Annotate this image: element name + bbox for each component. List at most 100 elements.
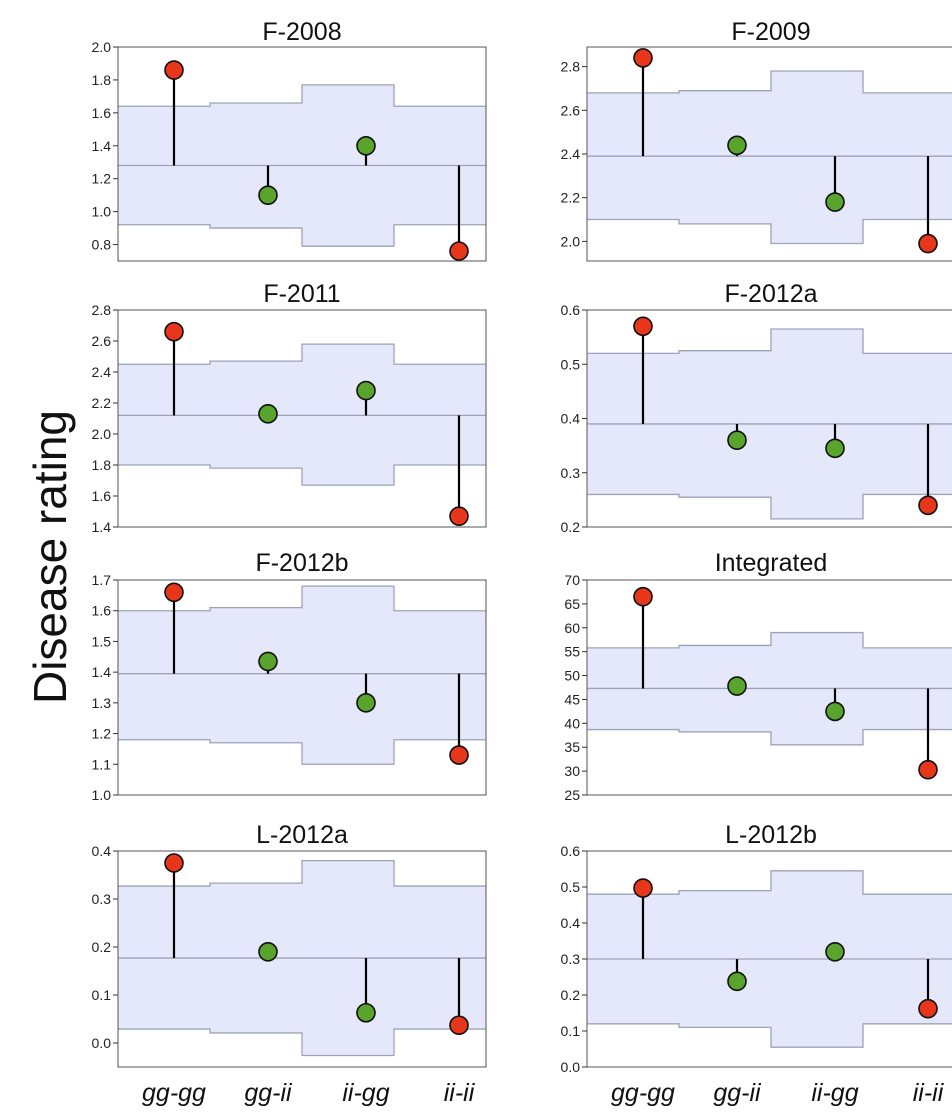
- y-axis-label: Disease rating: [24, 410, 76, 704]
- y-tick-label: 0.8: [92, 237, 112, 253]
- panel-l-2012a: 0.0 0.1 0.2 0.3 0.4 L-2012a: [92, 821, 487, 1068]
- marker-ii-gg: [825, 941, 845, 962]
- plot-frame: [117, 46, 487, 262]
- panel-f-2011: 1.4 1.6 1.8 2.0 2.2 2.4 2.6 2.8 F-2011: [92, 280, 487, 535]
- y-tick-label: 55: [564, 644, 580, 660]
- marker-gg-gg: [164, 60, 184, 80]
- plot-frame: [117, 579, 487, 796]
- y-tick-label: 1.0: [92, 787, 112, 803]
- panel-integrated: 25 30 35 40 45 50 55 60 65 70 Integrated: [564, 549, 952, 803]
- y-tick-label: 0.5: [561, 879, 581, 895]
- band-lower-line: [587, 1023, 952, 1048]
- marker-gg-gg: [164, 582, 184, 603]
- plot-frame: [586, 579, 952, 796]
- y-tick-label: 2.0: [92, 426, 112, 442]
- band-group: [118, 343, 486, 486]
- marker-ii-ii: [918, 233, 938, 254]
- band-group: [587, 631, 952, 746]
- y-tick-label: 0.6: [561, 302, 581, 318]
- y-tick-label: 1.7: [92, 572, 112, 588]
- y-tick-label: 2.2: [92, 395, 112, 411]
- band-group: [118, 84, 486, 247]
- y-tick-label: 0.4: [561, 915, 581, 931]
- y-tick-label: 0.0: [561, 1059, 581, 1075]
- panel-f-2008: 0.8 1.0 1.2 1.4 1.6 1.8 2.0 F-2008: [92, 18, 487, 262]
- y-tick-label: 35: [564, 739, 580, 755]
- band-upper-line: [118, 84, 486, 107]
- y-tick-label: 0.6: [561, 843, 581, 859]
- marker-gg-ii: [258, 941, 278, 962]
- y-tick-label: 2.0: [92, 39, 112, 55]
- band-group: [118, 859, 486, 1057]
- marker-gg-gg: [164, 321, 184, 342]
- y-tick-label: 1.4: [92, 664, 112, 680]
- marker-gg-gg: [633, 316, 653, 337]
- marker-ii-ii: [449, 506, 469, 526]
- panel-title: Integrated: [715, 549, 828, 577]
- band-upper-line: [118, 859, 486, 887]
- marker-ii-gg: [356, 693, 376, 713]
- y-tick-label: 1.6: [92, 105, 112, 121]
- panel-f-2012b: 1.0 1.1 1.2 1.3 1.4 1.5 1.6 1.7 F-2012b: [92, 549, 487, 803]
- y-tick-label: 40: [564, 715, 580, 731]
- y-tick-label: 1.6: [92, 488, 112, 504]
- marker-ii-ii: [449, 1015, 469, 1036]
- marker-gg-ii: [727, 430, 747, 451]
- band-group: [587, 70, 952, 245]
- y-tick-label: 2.6: [92, 333, 112, 349]
- marker-ii-gg: [356, 380, 376, 401]
- y-tick-label: 2.4: [92, 364, 112, 380]
- y-tick-label: 1.2: [92, 726, 112, 742]
- panel-f-2009: 2.0 2.2 2.4 2.6 2.8 F-2009: [561, 18, 952, 262]
- y-tick-label: 1.0: [92, 204, 112, 220]
- band-lower-line: [587, 218, 952, 245]
- y-tick-label: 1.4: [92, 138, 112, 154]
- y-tick-label: 30: [564, 763, 580, 779]
- y-tick-label: 2.8: [92, 302, 112, 318]
- band-group: [587, 870, 952, 1048]
- band-group: [587, 328, 952, 520]
- panel-title: L-2012b: [725, 821, 817, 849]
- y-tick-label: 1.5: [92, 633, 112, 649]
- marker-gg-gg: [164, 853, 184, 873]
- y-tick-label: 0.2: [561, 519, 581, 535]
- y-tick-label: 0.4: [92, 843, 112, 859]
- y-tick-label: 0.1: [561, 1023, 581, 1039]
- y-tick-label: 0.3: [561, 465, 581, 481]
- band-lower-line: [118, 1028, 486, 1057]
- x-category-label: ii-ii: [444, 1079, 476, 1107]
- panel-f-2012a: 0.2 0.3 0.4 0.5 0.6 F-2012a: [561, 280, 952, 535]
- band-lower-line: [118, 464, 486, 486]
- y-tick-label: 0.3: [92, 891, 112, 907]
- y-tick-label: 50: [564, 668, 580, 684]
- marker-ii-gg: [825, 438, 845, 459]
- y-tick-label: 0.5: [561, 356, 581, 372]
- y-tick-label: 1.8: [92, 72, 112, 88]
- marker-gg-ii: [727, 135, 747, 156]
- marker-ii-ii: [918, 759, 938, 780]
- marker-gg-ii: [258, 651, 278, 672]
- chart-panels: 0.8 1.0 1.2 1.4 1.6 1.8 2.0 F-2008 2.0 2.2 2.4 2.6 2…: [92, 18, 952, 1075]
- band-group: [118, 585, 486, 765]
- band-upper-line: [118, 585, 486, 612]
- marker-gg-ii: [258, 404, 278, 424]
- panel-title: F-2009: [731, 18, 810, 46]
- y-tick-label: 0.3: [561, 951, 581, 967]
- band-upper-line: [587, 870, 952, 895]
- x-category-label: gg-ii: [713, 1079, 762, 1107]
- y-tick-label: 2.4: [561, 146, 581, 162]
- panel-title: F-2012a: [724, 280, 817, 308]
- y-tick-label: 70: [564, 572, 580, 588]
- y-tick-label: 0.0: [92, 1035, 112, 1051]
- band-lower-line: [587, 728, 952, 746]
- marker-gg-ii: [258, 185, 278, 205]
- y-tick-label: 0.1: [92, 987, 112, 1003]
- x-category-label: gg-ii: [244, 1079, 293, 1107]
- y-tick-label: 2.2: [561, 190, 581, 206]
- panel-title: F-2008: [262, 18, 341, 46]
- y-tick-label: 0.4: [561, 411, 581, 427]
- y-tick-label: 65: [564, 596, 580, 612]
- marker-gg-ii: [727, 971, 747, 992]
- band-lower-line: [587, 493, 952, 520]
